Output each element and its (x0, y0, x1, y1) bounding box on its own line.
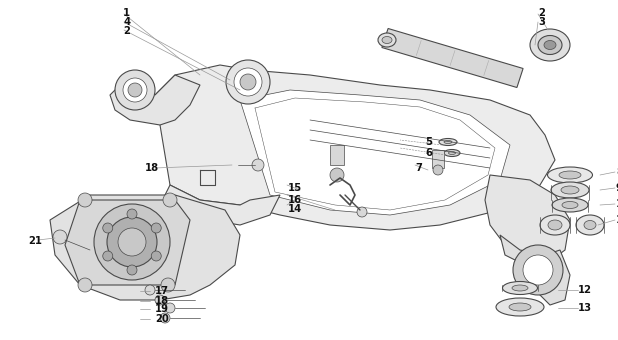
Circle shape (78, 193, 92, 207)
Ellipse shape (509, 303, 531, 311)
Ellipse shape (552, 198, 588, 212)
Ellipse shape (540, 215, 570, 235)
Circle shape (103, 223, 112, 233)
Text: 18: 18 (155, 296, 169, 306)
Polygon shape (155, 65, 555, 230)
Ellipse shape (548, 220, 562, 230)
Ellipse shape (538, 35, 562, 54)
Text: 13: 13 (578, 303, 592, 313)
Ellipse shape (378, 33, 396, 47)
Circle shape (252, 159, 264, 171)
Circle shape (128, 83, 142, 97)
Circle shape (513, 245, 563, 295)
Circle shape (145, 285, 155, 295)
Ellipse shape (439, 138, 457, 146)
Circle shape (226, 60, 270, 104)
Ellipse shape (551, 182, 589, 198)
Ellipse shape (449, 152, 455, 154)
Circle shape (330, 168, 344, 182)
Circle shape (234, 68, 262, 96)
Text: 18: 18 (145, 163, 159, 173)
Ellipse shape (530, 29, 570, 61)
Polygon shape (485, 175, 570, 265)
Text: 16: 16 (288, 195, 302, 205)
Text: 6: 6 (425, 148, 432, 158)
Circle shape (523, 255, 553, 285)
Polygon shape (165, 185, 280, 225)
Circle shape (151, 223, 161, 233)
Ellipse shape (548, 167, 593, 183)
Bar (432, 150, 444, 168)
Text: 1: 1 (123, 8, 130, 18)
Text: 9: 9 (616, 183, 618, 193)
Text: 21: 21 (28, 236, 42, 246)
Text: 20: 20 (155, 314, 169, 324)
Text: 8: 8 (616, 167, 618, 177)
Bar (330, 145, 344, 165)
Ellipse shape (561, 186, 579, 194)
Text: 10: 10 (616, 199, 618, 209)
Circle shape (118, 228, 146, 256)
Text: 5: 5 (425, 137, 432, 147)
Ellipse shape (576, 215, 604, 235)
Circle shape (163, 193, 177, 207)
Circle shape (151, 251, 161, 261)
Text: 11: 11 (616, 215, 618, 225)
Text: 3: 3 (538, 17, 545, 27)
Circle shape (103, 251, 112, 261)
Polygon shape (110, 75, 200, 125)
Ellipse shape (502, 282, 538, 294)
Circle shape (115, 70, 155, 110)
Circle shape (160, 313, 170, 323)
Text: 15: 15 (288, 183, 302, 193)
Polygon shape (240, 90, 510, 215)
Ellipse shape (544, 40, 556, 50)
Circle shape (123, 78, 147, 102)
Text: 17: 17 (155, 286, 169, 296)
Ellipse shape (512, 285, 528, 291)
Circle shape (240, 74, 256, 90)
Circle shape (433, 165, 443, 175)
Text: 14: 14 (288, 204, 302, 214)
Ellipse shape (444, 150, 460, 156)
Polygon shape (50, 195, 240, 300)
Text: 4: 4 (123, 17, 130, 27)
Ellipse shape (382, 36, 392, 44)
Text: 12: 12 (578, 285, 592, 295)
Text: 7: 7 (415, 163, 422, 173)
Circle shape (127, 209, 137, 219)
Circle shape (107, 217, 157, 267)
Circle shape (127, 265, 137, 275)
Text: 2: 2 (123, 26, 130, 36)
Polygon shape (382, 29, 523, 87)
Ellipse shape (496, 298, 544, 316)
Ellipse shape (559, 171, 581, 179)
Circle shape (155, 295, 165, 305)
Circle shape (78, 278, 92, 292)
Circle shape (94, 204, 170, 280)
Circle shape (161, 278, 175, 292)
Text: 2: 2 (538, 8, 545, 18)
Text: 19: 19 (155, 304, 169, 314)
Ellipse shape (444, 140, 452, 143)
Circle shape (165, 303, 175, 313)
Polygon shape (500, 235, 570, 305)
Ellipse shape (584, 221, 596, 230)
Circle shape (357, 207, 367, 217)
Ellipse shape (562, 202, 578, 208)
Polygon shape (65, 200, 190, 285)
Circle shape (53, 230, 67, 244)
